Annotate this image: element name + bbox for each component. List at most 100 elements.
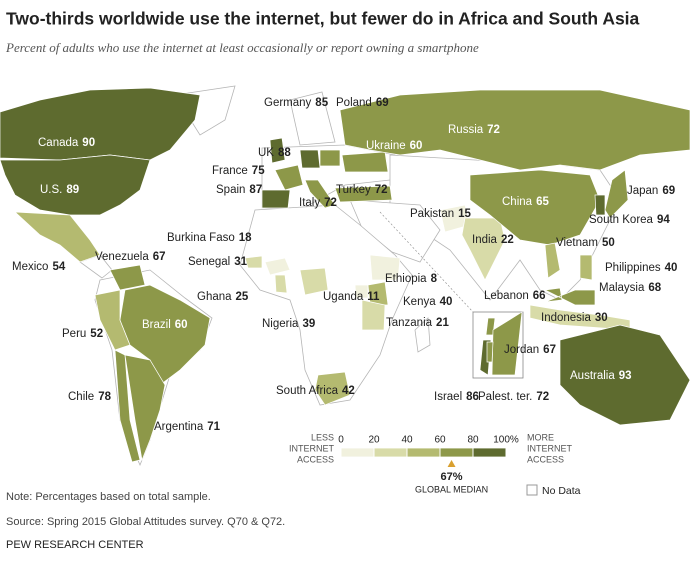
- country-value: 67: [543, 344, 556, 356]
- country-name: Tanzania: [386, 317, 433, 329]
- country-value: 60: [175, 319, 188, 331]
- country-value: 72: [536, 391, 549, 403]
- country-label: Japan 69: [627, 185, 675, 197]
- country-value: 72: [375, 184, 388, 196]
- country-shape: [361, 299, 386, 331]
- median-label: 67%: [441, 471, 463, 483]
- country-name: Peru: [62, 328, 86, 340]
- country-name: Jordan: [504, 344, 539, 356]
- legend-tick-label: 60: [434, 435, 446, 446]
- country-name: Ukraine: [366, 140, 406, 152]
- country-name: South Korea: [589, 214, 654, 226]
- country-label: Italy 72: [299, 197, 337, 209]
- country-value: 68: [648, 282, 661, 294]
- country-label: UK 88: [258, 147, 291, 159]
- country-label: Malaysia 68: [599, 282, 662, 294]
- country-label: Argentina 71: [154, 421, 221, 433]
- country-value: 40: [665, 262, 678, 274]
- country-value: 18: [239, 232, 252, 244]
- country-name: Poland: [336, 97, 372, 109]
- country-label: Lebanon 66: [484, 290, 546, 302]
- legend-swatch: [439, 447, 474, 458]
- legend-more: MORE: [527, 432, 554, 442]
- country-value: 15: [458, 208, 471, 220]
- country-name: Ethiopia: [385, 273, 427, 285]
- country-label: Uganda 11: [323, 291, 380, 303]
- country-value: 87: [249, 184, 262, 196]
- country-label: China 65: [502, 196, 549, 208]
- country-shape: [109, 264, 146, 291]
- country-label: Mexico 54: [12, 261, 66, 273]
- country-value: 69: [376, 97, 389, 109]
- country-name: Turkey: [336, 184, 371, 196]
- country-name: Ghana: [197, 291, 232, 303]
- country-label: Peru 52: [62, 328, 103, 340]
- country-label: Burkina Faso 18: [167, 232, 252, 244]
- country-shape: [269, 137, 286, 164]
- legend-swatch: [373, 447, 408, 458]
- country-label: Kenya 40: [403, 296, 452, 308]
- country-shape: [604, 169, 629, 219]
- country-shape: [274, 164, 304, 191]
- country-value: 52: [90, 328, 103, 340]
- country-value: 86: [466, 391, 479, 403]
- legend-more: INTERNET: [527, 443, 573, 453]
- scandinavia: [289, 91, 336, 146]
- country-shape: [0, 87, 201, 161]
- country-label: South Africa 42: [276, 385, 355, 397]
- country-value: 65: [536, 196, 549, 208]
- country-value: 54: [52, 261, 65, 273]
- country-shape: [261, 189, 291, 209]
- country-value: 72: [324, 197, 337, 209]
- country-shape: [264, 257, 291, 276]
- country-shape: [244, 255, 263, 269]
- country-name: Lebanon: [484, 290, 529, 302]
- country-label: Indonesia 30: [541, 312, 608, 324]
- country-name: Russia: [448, 124, 484, 136]
- country-label: Chile 78: [68, 391, 112, 403]
- country-shape: [14, 211, 101, 263]
- country-value: 69: [662, 185, 675, 197]
- no-data-swatch: [526, 484, 538, 496]
- country-name: Australia: [570, 370, 615, 382]
- country-shape: [334, 185, 393, 203]
- country-name: Canada: [38, 137, 79, 149]
- country-label: South Korea 94: [589, 214, 670, 226]
- country-label: Philippines 40: [605, 262, 677, 274]
- country-shape: [0, 154, 151, 216]
- country-value: 90: [82, 137, 95, 149]
- country-label: Jordan 67: [504, 344, 556, 356]
- country-value: 85: [315, 97, 328, 109]
- country-value: 93: [619, 370, 632, 382]
- country-name: Germany: [264, 97, 312, 109]
- country-value: 8: [431, 273, 438, 285]
- legend-swatch: [340, 447, 375, 458]
- africa: [239, 204, 413, 406]
- country-name: Vietnam: [556, 237, 598, 249]
- country-name: Malaysia: [599, 282, 645, 294]
- note: Note: Percentages based on total sample.: [6, 491, 211, 503]
- country-name: Indonesia: [541, 312, 591, 324]
- country-value: 71: [207, 421, 220, 433]
- country-name: Nigeria: [262, 318, 299, 330]
- country-value: 30: [595, 312, 608, 324]
- legend-less: LESS: [311, 432, 334, 442]
- country-shape: [369, 254, 401, 281]
- country-value: 39: [302, 318, 315, 330]
- country-name: Philippines: [605, 262, 661, 274]
- no-data-label: No Data: [542, 485, 581, 497]
- country-name: Senegal: [188, 256, 230, 268]
- country-name: France: [212, 165, 248, 177]
- country-shape: [299, 267, 329, 296]
- country-label: Brazil 60: [142, 319, 188, 331]
- country-name: U.S.: [40, 184, 62, 196]
- country-name: Palest. ter.: [478, 391, 532, 403]
- country-shape: [314, 371, 351, 406]
- country-name: Kenya: [403, 296, 436, 308]
- country-label: Ethiopia 8: [385, 273, 438, 285]
- country-name: Uganda: [323, 291, 364, 303]
- country-shape: [486, 341, 494, 363]
- country-name: Brazil: [142, 319, 171, 331]
- country-shape: [339, 89, 691, 171]
